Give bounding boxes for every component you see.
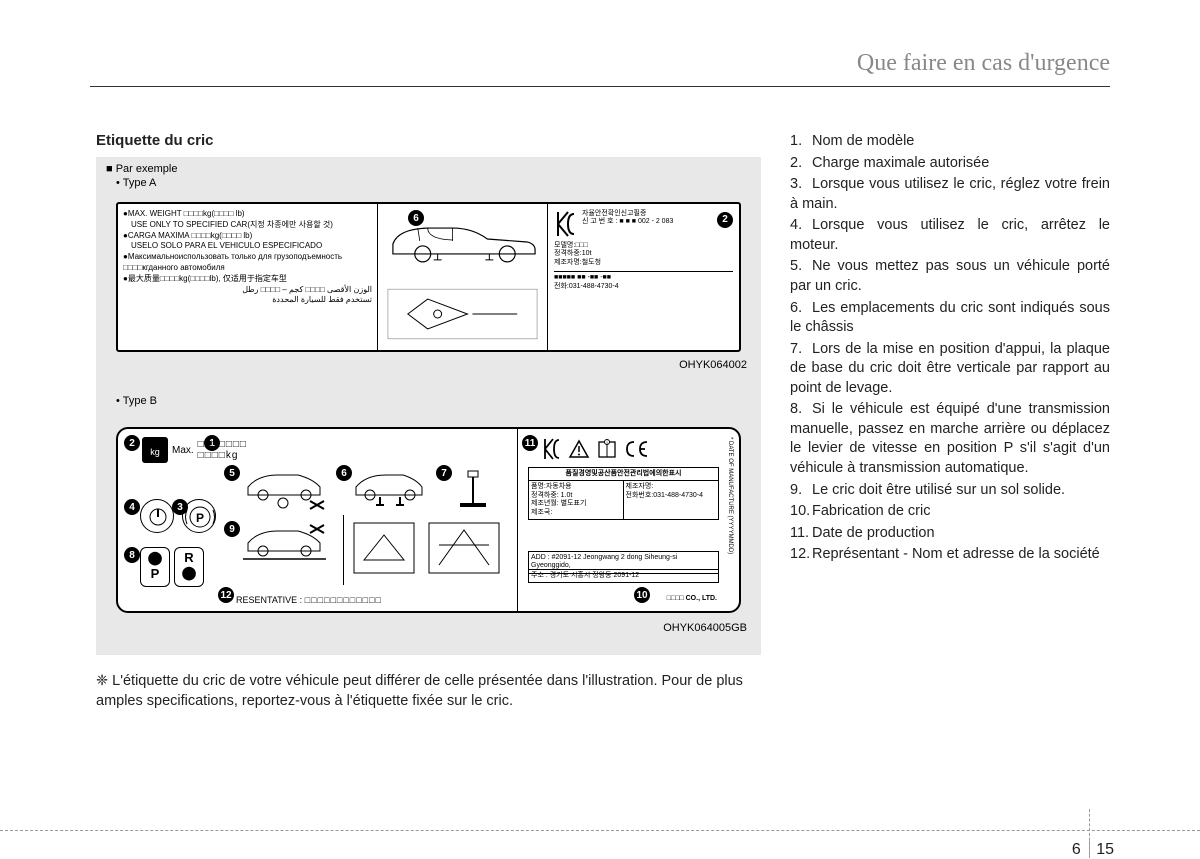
badge-11-b: 11 <box>522 435 538 451</box>
date-manufacture-label: * DATE OF MANUFACTURE (YYYYMMDD) <box>727 437 733 554</box>
kg-icon: kg <box>142 437 168 463</box>
label-a-cert-panel: 자율안전확인신고필증신 고 번 호 : ■ ■ ■ 002 - 2 083 모델… <box>548 204 739 350</box>
cert-text-3: ■■■■■ ■■ -■■ -■■전화:031-488-4730-4 <box>554 271 733 291</box>
type-a-label: • Type A <box>96 175 761 189</box>
snowflake-icon: ❈ <box>96 672 108 692</box>
legend-list: 1.Nom de modèle 2.Charge maximale autori… <box>790 132 1110 567</box>
kc-mark-b-icon <box>542 437 562 461</box>
picto-jack-points-icon <box>348 467 428 511</box>
jack-label-b: 2 1 5 6 7 4 3 8 9 12 kg Max. □□□□□□□ □□□… <box>116 427 741 613</box>
header-rule <box>90 86 1110 87</box>
rep-boxes: □□□□□□□□□□□□ <box>305 595 382 605</box>
list-item: 9.Le cric doit être utilisé sur un sol s… <box>790 481 1110 501</box>
gear-r-icon: R⬤ <box>174 547 204 587</box>
note-content: L'étiquette du cric de votre véhicule pe… <box>96 673 743 709</box>
label-a-line2: USE ONLY TO SPECIFIED CAR(지정 차종에만 사용할 것) <box>123 220 372 231</box>
manual-icon: i <box>596 438 618 460</box>
label-a-text-panel: ●MAX. WEIGHT □□□□kg(□□□□ lb) USE ONLY TO… <box>118 204 378 350</box>
rep-label: RESENTATIVE : <box>236 595 302 605</box>
note-text: ❈L'étiquette du cric de votre véhicule p… <box>96 672 761 711</box>
item-10: Fabrication de cric <box>812 503 930 519</box>
list-item: 1.Nom de modèle <box>790 132 1110 152</box>
item-6: Les emplacements du cric sont indiqués s… <box>790 300 1110 336</box>
label-a-line1: ●MAX. WEIGHT □□□□kg(□□□□ lb) <box>123 209 245 220</box>
page-header-title: Que faire en cas d'urgence <box>857 50 1110 77</box>
page-number: 6 15 <box>1072 841 1114 859</box>
list-item: 7.Lors de la mise en position d'appui, l… <box>790 340 1110 399</box>
chapter-num: 6 <box>1072 841 1081 858</box>
item-2: Charge maximale autorisée <box>812 155 989 171</box>
page-num-val: 15 <box>1089 841 1114 858</box>
add-kr: 주소 : 경기도 시흥시 정왕동 2091-12 <box>528 569 719 583</box>
list-item: 3.Lorsque vous utilisez le cric, réglez … <box>790 175 1110 214</box>
cert-b-header: 품질경영및공산품안전관리법에의한표시 <box>529 468 718 481</box>
label-a-line3: ●CARGA MAXIMA □□□□kg(□□□□ lb) <box>123 231 372 242</box>
label-a-line4: USELO SOLO PARA EL VEHICULO ESPECIFICADO <box>123 241 372 252</box>
ce-mark-icon <box>624 439 650 459</box>
svg-text:P: P <box>196 511 204 525</box>
label-a-line6: ●最大质量□□□□kg(□□□□lb), 仅适用于指定车型 <box>123 274 372 285</box>
badge-2-b: 2 <box>124 435 140 451</box>
key-off-icon <box>140 499 174 533</box>
badge-12-b: 12 <box>218 587 234 603</box>
label-box-type-b: • Type B 2 1 5 6 7 4 3 8 9 12 kg Max. □□… <box>96 393 761 655</box>
page-footer: 6 15 <box>0 830 1200 831</box>
max-label: Max. <box>172 445 194 456</box>
svg-text:i: i <box>606 441 607 447</box>
ref-code-a: OHYK064002 <box>679 359 747 371</box>
picto-jack-vertical-icon <box>448 467 498 511</box>
label-box-type-a: ■ Par exemple • Type A ●MAX. WEIGHT □□□□… <box>96 157 761 393</box>
car-diagram-icon <box>378 204 547 274</box>
list-item: 8.Si le véhicule est équipé d'une transm… <box>790 400 1110 478</box>
ref-code-b: OHYK064005GB <box>663 622 747 634</box>
list-item: 11.Date de production <box>790 524 1110 544</box>
item-7: Lors de la mise en position d'appui, la … <box>790 341 1110 396</box>
kg-boxes: □□□□kg <box>198 450 247 461</box>
list-item: 12.Représentant - Nom et adresse de la s… <box>790 545 1110 565</box>
label-a-line5: ●Максимальноиспользовать только для груз… <box>123 252 372 274</box>
badge-8-b: 8 <box>124 547 140 563</box>
boxes-1: □□□□□□□ <box>198 439 247 450</box>
warning-icon <box>568 439 590 459</box>
kc-mark-icon <box>554 210 578 238</box>
item-12: Représentant - Nom et adresse de la soci… <box>812 546 1100 562</box>
picto-flat-ground-icon <box>238 523 328 567</box>
example-label: ■ Par exemple <box>96 157 761 175</box>
item-8: Si le véhicule est équipé d'une transmis… <box>790 401 1110 476</box>
cert-b-r: 제조자명:전화번호:031-488-4730-4 <box>624 481 719 519</box>
item-3: Lorsque vous utilisez le cric, réglez vo… <box>790 176 1110 212</box>
item-9: Le cric doit être utilisé sur un sol sol… <box>812 482 1065 498</box>
item-4: Lorsque vous utilisez le cric, arrêtez l… <box>790 217 1110 253</box>
list-item: 2.Charge maximale autorisée <box>790 154 1110 174</box>
cert-b-l: 품명:자동차용정격하중: 1.0t제조년월: 별도표기제조국: <box>529 481 624 519</box>
type-b-label: • Type B <box>96 393 761 407</box>
badge-10-b: 10 <box>634 587 650 603</box>
label-a-car-panel: 6 <box>378 204 548 350</box>
picto-no-under-car-icon <box>238 467 328 511</box>
cert-text-1: 자율안전확인신고필증신 고 번 호 : ■ ■ ■ 002 - 2 083 <box>582 210 673 238</box>
section-title: Etiquette du cric <box>96 132 214 149</box>
item-5: Ne vous mettez pas sous un véhicule port… <box>790 258 1110 294</box>
jack-label-a: ●MAX. WEIGHT □□□□kg(□□□□ lb) USE ONLY TO… <box>116 202 741 352</box>
label-a-line7: الوزن الأقصى □□□□ كجم – □□□□ رطل <box>123 285 372 296</box>
picto-jack-detail-icon <box>343 515 508 585</box>
list-item: 6.Les emplacements du cric sont indiqués… <box>790 299 1110 338</box>
cert-text-2: 모델명:□□□정격하중:10t제조자명:철도청 <box>554 242 733 267</box>
jack-assembly-icon <box>378 279 547 349</box>
item-1: Nom de modèle <box>812 133 914 149</box>
list-item: 4.Lorsque vous utilisez le cric, arrêtez… <box>790 216 1110 255</box>
label-a-line8: تستخدم فقط للسيارة المحددة <box>123 295 372 306</box>
co-ltd: □□□□ CO., LTD. <box>667 595 717 603</box>
list-item: 10.Fabrication de cric <box>790 502 1110 522</box>
badge-4-b: 4 <box>124 499 140 515</box>
gear-p-icon: ⬤P <box>140 547 170 587</box>
label-b-pictograms: 2 1 5 6 7 4 3 8 9 12 kg Max. □□□□□□□ □□□… <box>118 429 518 611</box>
badge-6-a: 6 <box>408 210 424 226</box>
list-item: 5.Ne vous mettez pas sous un véhicule po… <box>790 257 1110 296</box>
label-b-cert-panel: 11 10 * DATE OF MANUFACTURE (YYYYMMDD) i… <box>518 429 739 611</box>
parking-brake-icon: P <box>182 499 216 533</box>
item-11: Date de production <box>812 525 935 541</box>
